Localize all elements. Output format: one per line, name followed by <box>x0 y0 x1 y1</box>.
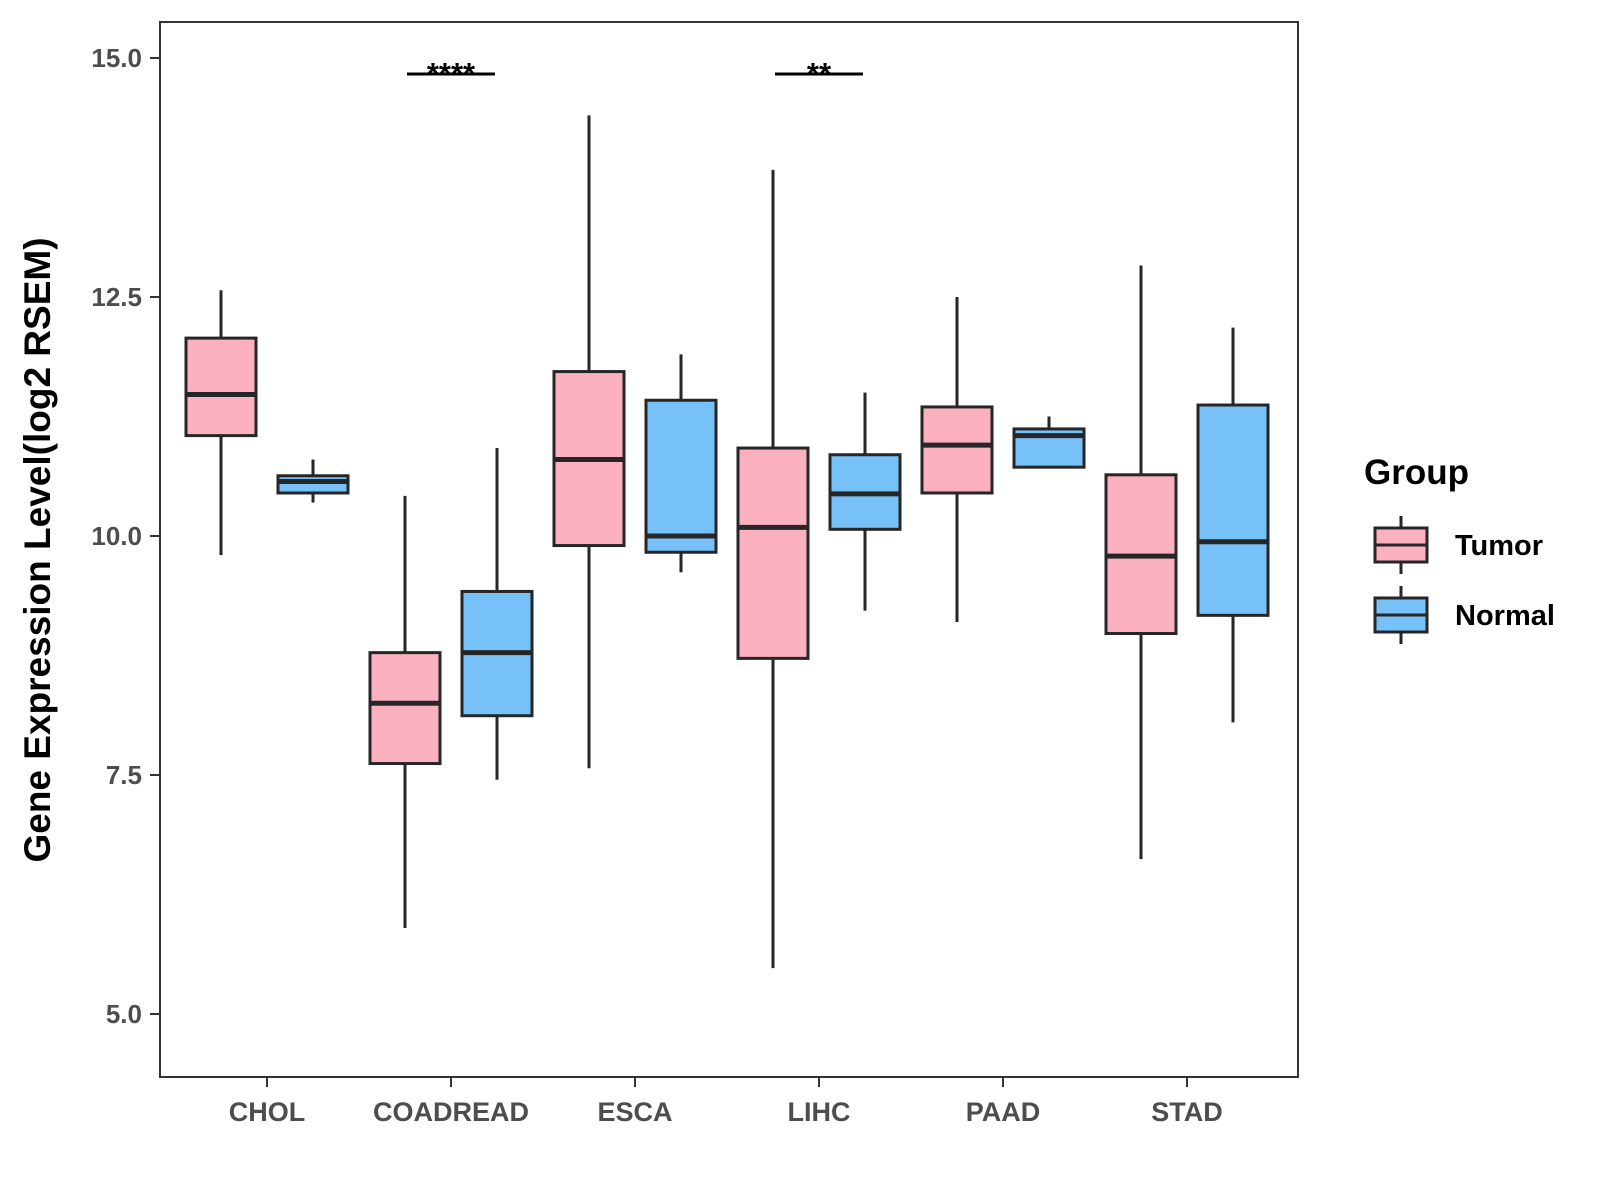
y-tick-label: 10.0 <box>91 521 142 551</box>
x-tick-label-paad: PAAD <box>966 1097 1041 1127</box>
x-tick-label-coadread: COADREAD <box>373 1097 529 1127</box>
y-tick-label: 7.5 <box>106 760 142 790</box>
legend-item-normal: Normal <box>1373 586 1555 644</box>
box-normal-chol <box>276 459 350 503</box>
box-body <box>368 651 442 766</box>
box-tumor-paad <box>920 297 994 623</box>
x-tick-label-chol: CHOL <box>229 1097 306 1127</box>
legend-title: Group <box>1364 453 1469 492</box>
significance-label-coadread: **** <box>427 56 476 91</box>
box-tumor-lihc <box>736 169 810 969</box>
y-tick-label: 12.5 <box>91 282 142 312</box>
box-body <box>184 336 258 438</box>
y-tick-label: 5.0 <box>106 999 142 1029</box>
significance-label-lihc: ** <box>807 56 832 91</box>
y-tick-label: 15.0 <box>91 43 142 73</box>
y-axis-title: Gene Expression Level(log2 RSEM) <box>17 237 58 862</box>
legend-label-tumor: Tumor <box>1455 530 1543 562</box>
x-tick-label-esca: ESCA <box>597 1097 672 1127</box>
x-tick-label-stad: STAD <box>1151 1097 1223 1127</box>
legend-label-normal: Normal <box>1455 600 1555 632</box>
box-tumor-esca <box>552 115 626 769</box>
box-body <box>1196 403 1270 617</box>
box-tumor-stad <box>1104 265 1178 860</box>
box-normal-coadread <box>460 448 534 780</box>
box-normal-stad <box>1196 327 1270 723</box>
box-normal-lihc <box>828 392 902 611</box>
box-body <box>920 405 994 495</box>
box-body <box>644 398 718 554</box>
box-normal-esca <box>644 354 718 573</box>
legend-item-tumor: Tumor <box>1373 516 1543 574</box>
box-body <box>276 474 350 495</box>
x-tick-label-lihc: LIHC <box>788 1097 851 1127</box>
box-tumor-coadread <box>368 495 442 928</box>
box-tumor-chol <box>184 290 258 556</box>
box-normal-paad <box>1012 416 1086 469</box>
box-body <box>736 446 810 660</box>
